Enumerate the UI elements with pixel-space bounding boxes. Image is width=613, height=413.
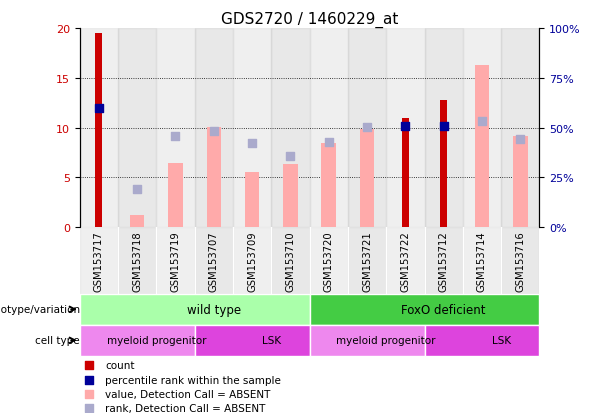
Bar [463, 228, 501, 294]
Bar [168, 163, 183, 228]
Bar [130, 216, 145, 228]
Bar [386, 29, 424, 228]
Text: percentile rank within the sample: percentile rank within the sample [105, 375, 281, 385]
Bar [156, 29, 195, 228]
Bar [80, 294, 310, 325]
Text: GSM153714: GSM153714 [477, 231, 487, 292]
Bar [195, 228, 233, 294]
Text: genotype/variation: genotype/variation [0, 304, 80, 314]
Bar [402, 119, 409, 228]
Bar [233, 29, 271, 228]
Text: cell type: cell type [36, 335, 80, 345]
Bar [207, 127, 221, 228]
Bar [474, 66, 489, 228]
Text: wild type: wild type [187, 303, 241, 316]
Text: FoxO deficient: FoxO deficient [402, 303, 486, 316]
Bar [513, 136, 528, 228]
Bar [271, 29, 310, 228]
Point [388, 369, 398, 376]
Text: GSM153707: GSM153707 [209, 231, 219, 292]
Point [209, 128, 219, 135]
Point [324, 139, 333, 145]
Bar [80, 29, 118, 228]
Bar [271, 228, 310, 294]
Text: GSM153719: GSM153719 [170, 231, 180, 292]
Bar [386, 228, 424, 294]
Point [388, 244, 398, 251]
Text: myeloid progenitor: myeloid progenitor [337, 335, 436, 345]
Text: myeloid progenitor: myeloid progenitor [107, 335, 206, 345]
Point [400, 123, 410, 130]
Point [439, 123, 449, 130]
Bar [501, 228, 539, 294]
Text: GSM153716: GSM153716 [516, 231, 525, 292]
Text: GSM153721: GSM153721 [362, 231, 372, 292]
Bar [501, 29, 539, 228]
Bar [440, 100, 447, 228]
Bar [348, 29, 386, 228]
Bar [96, 34, 102, 228]
Bar [118, 29, 156, 228]
Bar [195, 29, 233, 228]
Bar [233, 228, 271, 294]
Point [362, 124, 372, 131]
Text: GSM153710: GSM153710 [286, 231, 295, 292]
Bar [195, 325, 310, 356]
Text: rank, Detection Call = ABSENT: rank, Detection Call = ABSENT [105, 403, 265, 413]
Bar [245, 173, 259, 228]
Point [132, 187, 142, 193]
Text: GSM153712: GSM153712 [439, 231, 449, 292]
Text: GSM153717: GSM153717 [94, 231, 104, 292]
Bar [348, 228, 386, 294]
Bar [360, 129, 375, 228]
Text: GSM153709: GSM153709 [247, 231, 257, 292]
Text: LSK: LSK [262, 335, 281, 345]
Point [477, 118, 487, 125]
Bar [321, 143, 336, 228]
Point [516, 136, 525, 142]
Text: count: count [105, 361, 134, 370]
Point [388, 114, 398, 121]
Text: GSM153720: GSM153720 [324, 231, 333, 292]
Text: value, Detection Call = ABSENT: value, Detection Call = ABSENT [105, 389, 270, 399]
Title: GDS2720 / 1460229_at: GDS2720 / 1460229_at [221, 12, 398, 28]
Point [286, 153, 295, 159]
Text: GSM153722: GSM153722 [400, 231, 410, 292]
Bar [424, 228, 463, 294]
Bar [463, 29, 501, 228]
Point [247, 140, 257, 147]
Bar [424, 29, 463, 228]
Bar [310, 228, 348, 294]
Bar [283, 165, 298, 228]
Bar [310, 325, 424, 356]
Text: GSM153718: GSM153718 [132, 231, 142, 292]
Bar [80, 228, 118, 294]
Bar [156, 228, 195, 294]
Bar [80, 325, 195, 356]
Text: LSK: LSK [492, 335, 511, 345]
Point [170, 133, 180, 140]
Bar [424, 325, 539, 356]
Bar [118, 228, 156, 294]
Point [94, 105, 104, 112]
Bar [310, 29, 348, 228]
Bar [310, 294, 539, 325]
